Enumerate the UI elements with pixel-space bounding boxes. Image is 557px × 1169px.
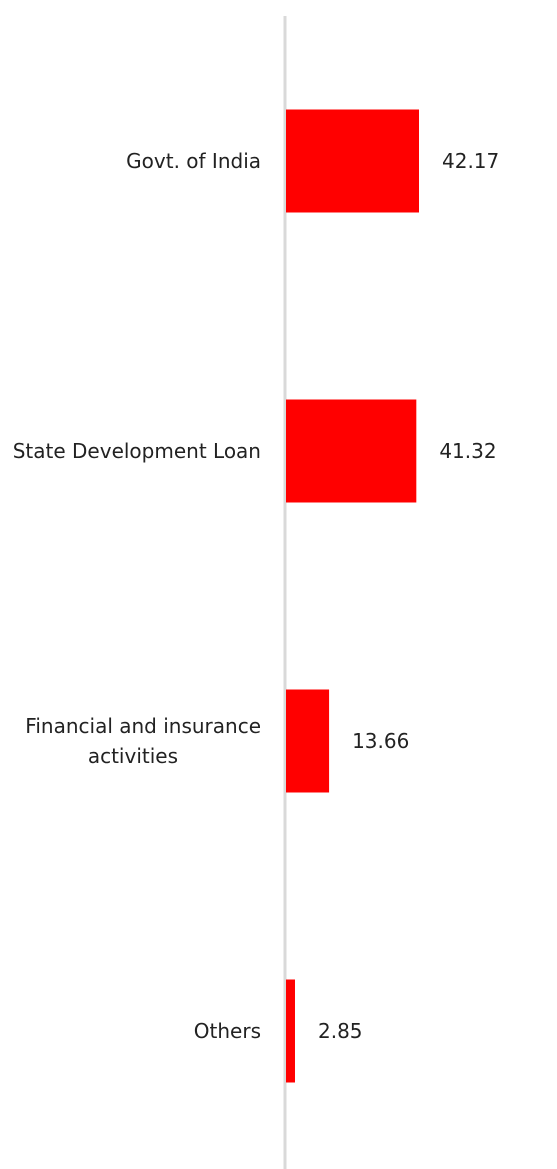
category-label-2-line-0: Financial and insurance bbox=[25, 714, 261, 738]
category-label-1: State Development Loan bbox=[13, 439, 261, 463]
category-label-2-line-1: activities bbox=[88, 744, 178, 768]
category-label-0-line-0: Govt. of India bbox=[126, 149, 261, 173]
bar-0 bbox=[286, 109, 419, 213]
category-label-0: Govt. of India bbox=[126, 149, 261, 173]
value-label-1: 41.32 bbox=[439, 439, 496, 463]
category-label-1-line-0: State Development Loan bbox=[13, 439, 261, 463]
bar-3 bbox=[286, 979, 295, 1083]
value-label-3: 2.85 bbox=[318, 1019, 363, 1043]
value-labels-group: 42.17 41.32 13.66 2.85 bbox=[318, 149, 499, 1043]
bar-1 bbox=[286, 399, 417, 503]
value-label-0: 42.17 bbox=[442, 149, 499, 173]
category-labels-group: Govt. of India State Development Loan Fina… bbox=[13, 149, 261, 1043]
bars-group bbox=[286, 109, 419, 1083]
category-label-3-line-0: Others bbox=[194, 1019, 261, 1043]
value-label-2: 13.66 bbox=[352, 729, 409, 753]
category-label-3: Others bbox=[194, 1019, 261, 1043]
category-label-2: Financial and insurance activities bbox=[25, 714, 261, 768]
bar-2 bbox=[286, 689, 330, 793]
